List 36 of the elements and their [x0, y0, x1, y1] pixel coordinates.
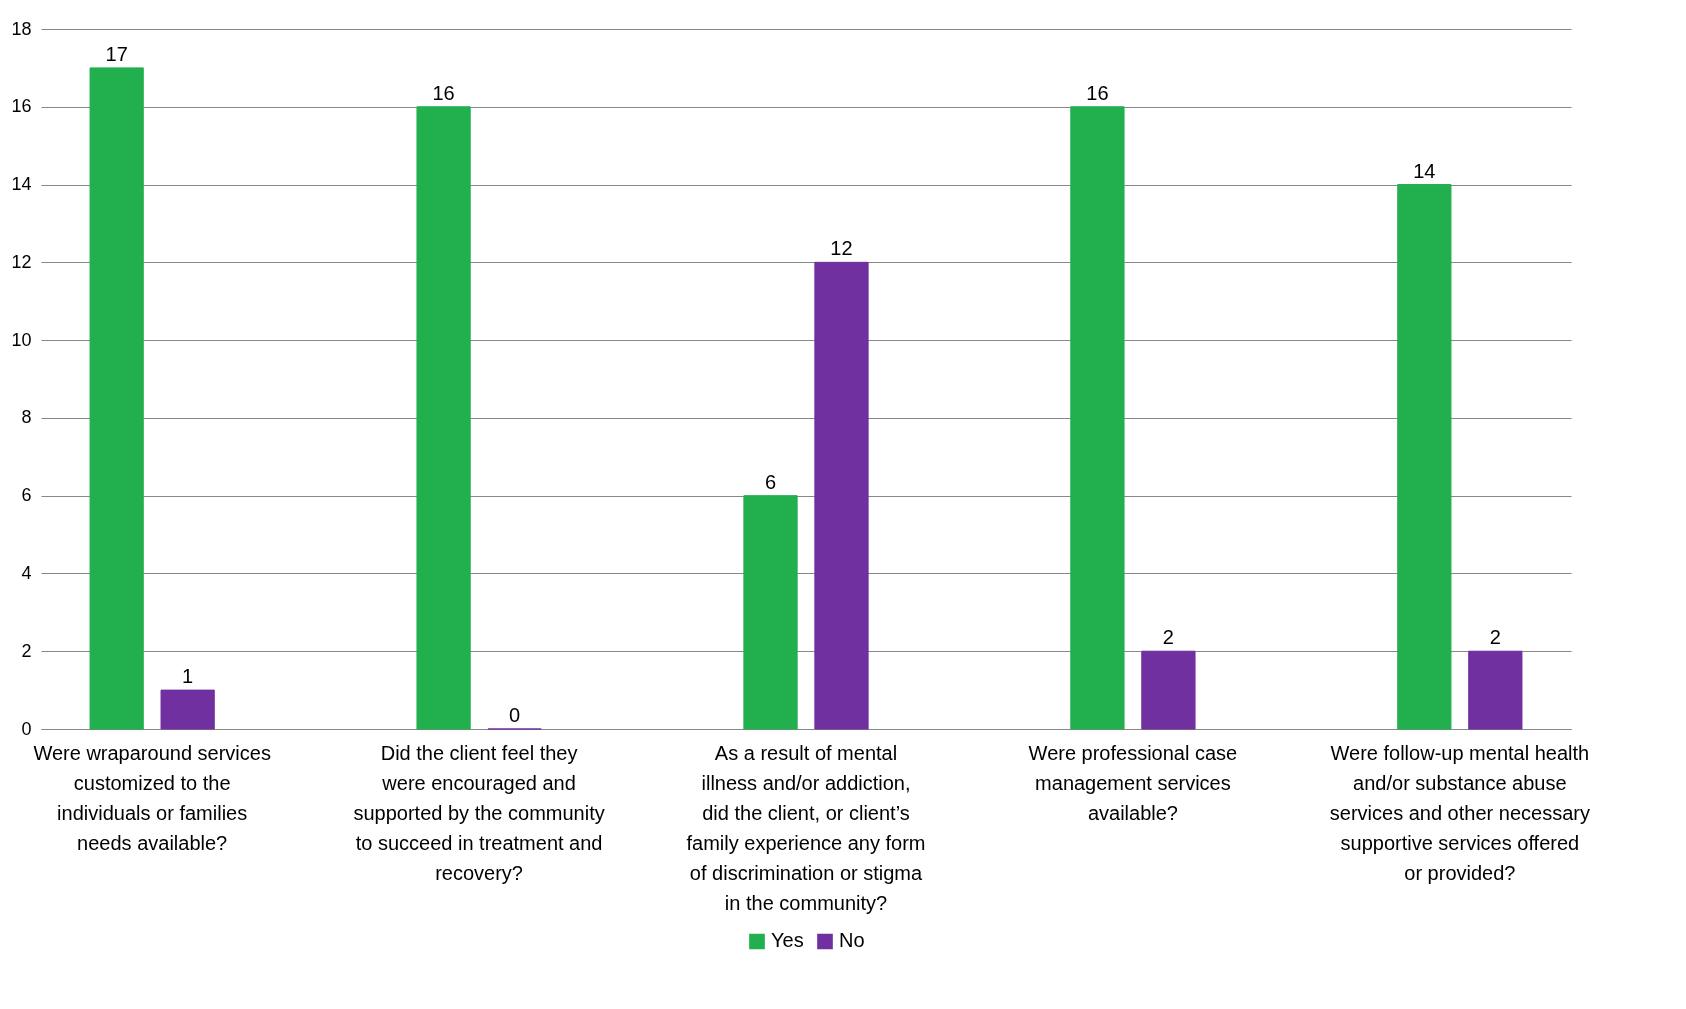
y-tick-label: 10 — [11, 329, 32, 350]
data-label: 14 — [1413, 159, 1436, 182]
bar — [416, 106, 471, 730]
y-tick-label: 2 — [21, 640, 32, 661]
y-tick-label: 8 — [21, 407, 32, 428]
data-label: 1 — [182, 665, 194, 688]
data-label: 6 — [764, 470, 777, 493]
data-label: 2 — [1489, 626, 1501, 649]
bar — [1397, 184, 1452, 730]
data-label: 17 — [105, 42, 128, 65]
bar — [160, 689, 215, 730]
x-tick-label: Were wraparound services customized to the individuals or families needs available? — [33, 741, 271, 854]
data-label: 16 — [432, 81, 455, 104]
bar — [1468, 650, 1523, 730]
y-tick-label: 16 — [11, 96, 32, 117]
bar — [743, 495, 798, 730]
bar — [1070, 106, 1125, 730]
y-tick-label: 14 — [11, 174, 32, 195]
y-tick-label: 18 — [11, 18, 32, 39]
x-tick-label: Were professional case management services available? — [1028, 741, 1238, 824]
x-tick-label: Did the client feel they were encouraged and supported by the community to succeed in treatment and recovery? — [353, 741, 605, 884]
bar — [1141, 650, 1196, 730]
y-tick-label: 4 — [21, 562, 32, 583]
data-label: 12 — [830, 237, 853, 260]
y-tick-label: 12 — [11, 251, 32, 272]
y-tick-label: 0 — [21, 718, 32, 739]
legend-label: No — [839, 929, 865, 952]
x-tick-label: As a result of mental illness and/or addiction, did the client, or client’s family experience any form of discrimination or stigma in the community? — [686, 741, 926, 914]
data-label: 2 — [1162, 626, 1174, 649]
bar — [814, 261, 869, 730]
y-tick-label: 6 — [21, 485, 32, 506]
x-tick-label: Were follow-up mental health and/or substance abuse services and other necessary supportive services offered or provided? — [1329, 741, 1590, 884]
data-label: 0 — [509, 704, 521, 726]
bar — [89, 67, 144, 730]
legend-label: Yes — [771, 929, 804, 952]
data-label: 16 — [1086, 81, 1109, 104]
